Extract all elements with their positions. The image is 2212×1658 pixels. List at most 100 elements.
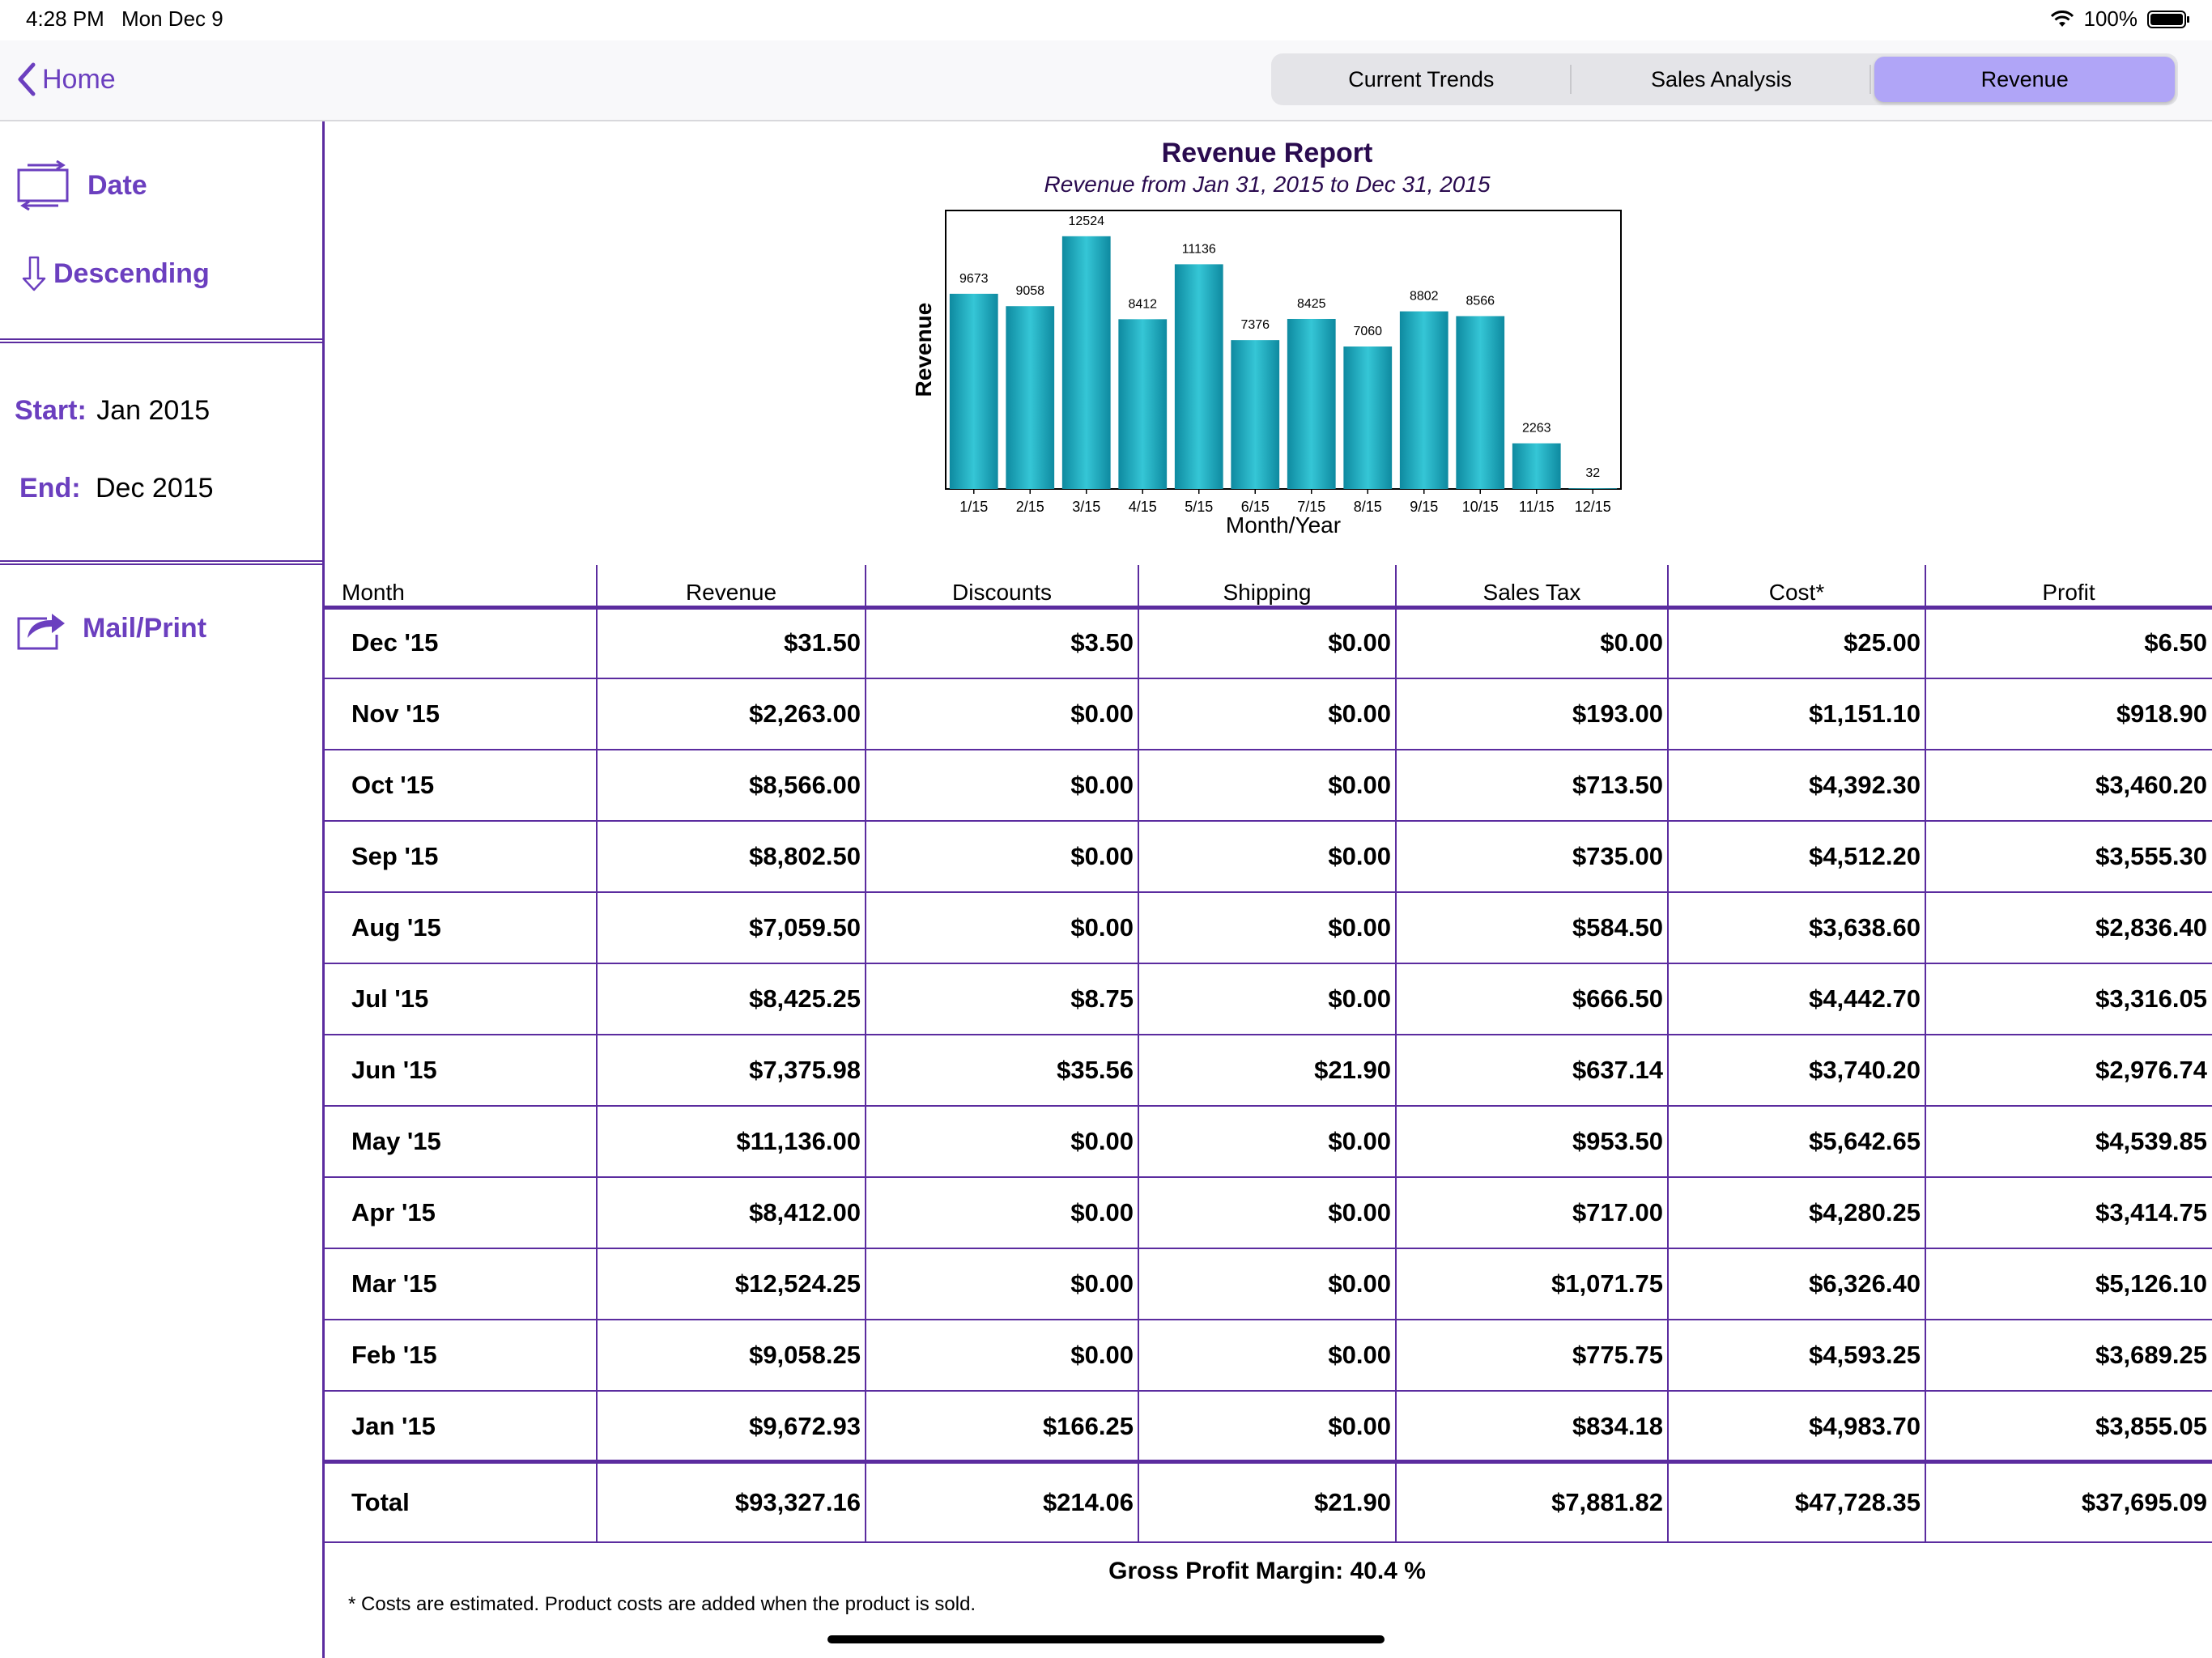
chart-bar bbox=[1568, 488, 1618, 489]
chart-bar bbox=[1287, 318, 1336, 489]
table-cell: $4,512.20 bbox=[1809, 842, 1921, 870]
row-divider bbox=[322, 1105, 2212, 1107]
mail-print-label: Mail/Print bbox=[83, 612, 207, 644]
row-month: Jun '15 bbox=[351, 1056, 437, 1084]
table-cell: $4,392.30 bbox=[1809, 771, 1921, 799]
table-cell: $0.00 bbox=[1070, 771, 1134, 799]
table-cell: $0.00 bbox=[1070, 1269, 1134, 1298]
table-cell: $0.00 bbox=[1328, 1412, 1391, 1440]
table-cell: $2,836.40 bbox=[2095, 913, 2207, 942]
table-cell: $5,642.65 bbox=[1809, 1127, 1921, 1155]
total-label: Total bbox=[351, 1488, 410, 1516]
column-header[interactable]: Revenue bbox=[685, 580, 777, 605]
column-divider bbox=[1667, 565, 1669, 1541]
row-month: Oct '15 bbox=[351, 771, 435, 799]
sort-order-button[interactable]: Descending bbox=[19, 256, 210, 291]
tab-current-trends[interactable]: Current Trends bbox=[1271, 53, 1572, 105]
row-divider bbox=[322, 678, 2212, 679]
column-divider bbox=[865, 565, 866, 1541]
column-header[interactable]: Month bbox=[342, 580, 405, 605]
row-month: Sep '15 bbox=[351, 842, 439, 870]
bar-value-label: 11136 bbox=[1182, 242, 1216, 256]
table-cell: $166.25 bbox=[1042, 1412, 1134, 1440]
table-cell: $637.14 bbox=[1572, 1056, 1663, 1084]
row-month: Jul '15 bbox=[351, 984, 429, 1013]
table-cell: $0.00 bbox=[1328, 699, 1391, 728]
column-header[interactable]: Sales Tax bbox=[1482, 580, 1581, 605]
end-date-row[interactable]: End: Dec 2015 bbox=[19, 473, 214, 504]
column-header[interactable]: Profit bbox=[2042, 580, 2095, 605]
row-divider bbox=[322, 963, 2212, 964]
x-tick-label: 4/15 bbox=[1129, 499, 1157, 515]
column-header[interactable]: Shipping bbox=[1223, 580, 1312, 605]
row-month: Dec '15 bbox=[351, 628, 439, 657]
x-axis-label: Month/Year bbox=[1226, 512, 1341, 538]
row-month: Jan '15 bbox=[351, 1412, 436, 1440]
bar-value-label: 8412 bbox=[1128, 297, 1157, 311]
chart-bar bbox=[1399, 311, 1448, 489]
table-cell: $5,126.10 bbox=[2095, 1269, 2207, 1298]
total-cell: $21.90 bbox=[1314, 1488, 1391, 1516]
table-cell: $8,802.50 bbox=[749, 842, 861, 870]
bar-value-label: 7376 bbox=[1240, 318, 1270, 332]
tab-sales-analysis[interactable]: Sales Analysis bbox=[1572, 53, 1872, 105]
row-divider bbox=[322, 1034, 2212, 1035]
battery-percent: 100% bbox=[2083, 6, 2138, 31]
x-tick-label: 6/15 bbox=[1241, 499, 1270, 515]
revenue-chart: 9673 1/15 9058 2/15 12524 3/15 8412 4/15 11136 5/… bbox=[911, 210, 1622, 538]
table-cell: $3,414.75 bbox=[2095, 1198, 2207, 1226]
chart-bar bbox=[1512, 443, 1561, 489]
bar-value-label: 8425 bbox=[1297, 297, 1326, 311]
table-cell: $11,136.00 bbox=[736, 1127, 861, 1155]
table-cell: $1,151.10 bbox=[1809, 699, 1921, 728]
column-header[interactable]: Cost* bbox=[1768, 580, 1825, 605]
table-cell: $0.00 bbox=[1070, 913, 1134, 942]
table-cell: $3,460.20 bbox=[2095, 771, 2207, 799]
x-tick-label: 10/15 bbox=[1462, 499, 1499, 515]
swap-icon bbox=[17, 160, 69, 210]
column-header[interactable]: Discounts bbox=[952, 580, 1052, 605]
table-cell: $0.00 bbox=[1328, 913, 1391, 942]
row-divider bbox=[322, 1319, 2212, 1320]
sort-field-button[interactable]: Date bbox=[16, 160, 147, 210]
x-tick-label: 2/15 bbox=[1016, 499, 1044, 515]
table-cell: $0.00 bbox=[1328, 1198, 1391, 1226]
table-cell: $0.00 bbox=[1328, 1127, 1391, 1155]
row-divider bbox=[322, 820, 2212, 822]
row-divider bbox=[322, 891, 2212, 893]
table-cell: $735.00 bbox=[1572, 842, 1663, 870]
bar-value-label: 12524 bbox=[1069, 215, 1105, 228]
start-date-row[interactable]: Start: Jan 2015 bbox=[15, 395, 210, 427]
share-icon bbox=[17, 614, 65, 650]
chevron-left-icon bbox=[18, 62, 36, 96]
tab-revenue[interactable]: Revenue bbox=[1874, 57, 2176, 102]
table-cell: $0.00 bbox=[1328, 1269, 1391, 1298]
back-label: Home bbox=[42, 63, 116, 95]
row-month: May '15 bbox=[351, 1127, 441, 1155]
table-cell: $717.00 bbox=[1572, 1198, 1663, 1226]
mail-print-button[interactable]: Mail/Print bbox=[16, 606, 206, 651]
home-indicator[interactable] bbox=[827, 1635, 1385, 1643]
table-cell: $918.90 bbox=[2116, 699, 2207, 728]
row-divider bbox=[322, 1248, 2212, 1249]
end-label: End: bbox=[19, 473, 81, 504]
cost-footnote: * Costs are estimated. Product costs are… bbox=[348, 1593, 976, 1615]
table-cell: $2,263.00 bbox=[749, 699, 861, 728]
table-cell: $0.00 bbox=[1328, 1341, 1391, 1369]
table-cell: $4,983.70 bbox=[1809, 1412, 1921, 1440]
row-month: Nov '15 bbox=[351, 699, 440, 728]
table-cell: $0.00 bbox=[1070, 842, 1134, 870]
wifi-icon bbox=[2050, 10, 2074, 27]
back-button[interactable]: Home bbox=[16, 57, 116, 102]
table-cell: $3,855.05 bbox=[2095, 1412, 2207, 1440]
x-tick-label: 3/15 bbox=[1072, 499, 1100, 515]
table-cell: $21.90 bbox=[1314, 1056, 1391, 1084]
chart-bar bbox=[1456, 316, 1505, 489]
table-cell: $4,539.85 bbox=[2095, 1127, 2207, 1155]
header-rule bbox=[322, 606, 2212, 610]
total-cell: $214.06 bbox=[1042, 1488, 1134, 1516]
row-divider bbox=[322, 1176, 2212, 1178]
chart-bar bbox=[949, 293, 998, 489]
table-cell: $713.50 bbox=[1572, 771, 1663, 799]
table-cell: $31.50 bbox=[784, 628, 861, 657]
